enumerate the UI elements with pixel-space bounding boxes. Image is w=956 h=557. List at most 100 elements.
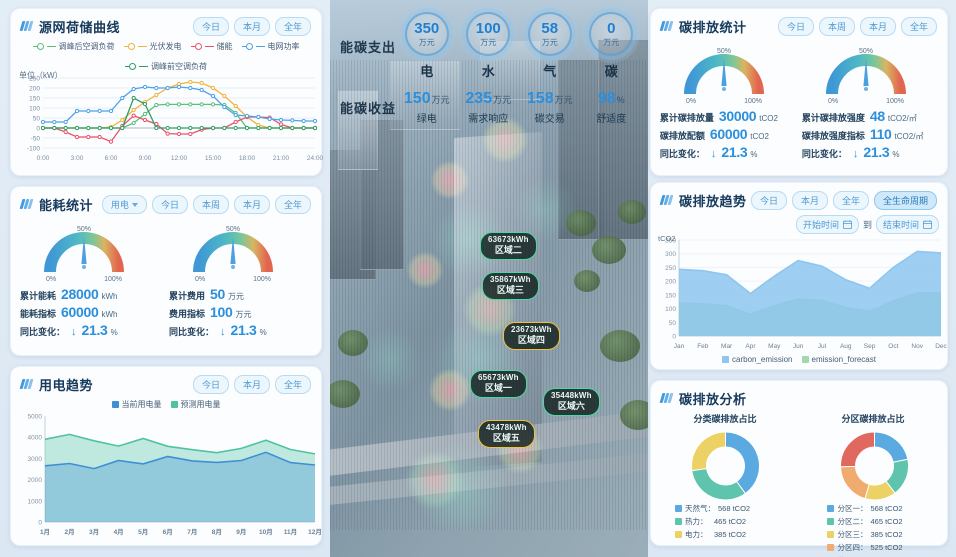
svg-text:21:00: 21:00 [273, 155, 290, 162]
donut-right-title: 分区碳排放占比 [841, 414, 905, 424]
pie-legend-item-天然气: 天然气： 568 tCO2 [675, 503, 750, 514]
stat-unit: % [259, 328, 267, 337]
stat-label: 费用指标 [168, 309, 205, 319]
kpi-unit: 万元 [603, 37, 620, 47]
legend-item-预测用电量[interactable]: 预测用电量 [170, 399, 221, 410]
stat-row-累计费用: 累计费用 50 万元 [169, 286, 312, 302]
legend-item-储能[interactable]: 储能 [190, 41, 233, 52]
gauge-arc: 50% 0% 100% [683, 48, 764, 105]
legend-value: 465 tCO2 [714, 517, 747, 526]
time-range-buttons[interactable]: 今日 本周 本月 全年 [151, 195, 311, 214]
time-range-button-今日[interactable]: 今日 [192, 17, 229, 36]
map-zone-label-区域二[interactable]: 63673kWh 区域二 [480, 232, 537, 260]
time-range-button-全年[interactable]: 全年 [274, 195, 311, 214]
panel-controls[interactable]: 用电 今日 本周 本月 全年 [101, 195, 311, 214]
zone-name: 区域一 [484, 383, 512, 394]
time-range-button-本周[interactable]: 本周 [192, 195, 229, 214]
legend-label: 调峰后空调负荷 [58, 42, 115, 51]
time-range-button-本月[interactable]: 本月 [791, 191, 828, 210]
svg-text:2月: 2月 [64, 528, 74, 536]
legend-item-光伏发电[interactable]: 光伏发电 [123, 41, 182, 52]
stat-label: 同比变化： [801, 149, 847, 159]
time-range-button-本周[interactable]: 本周 [818, 17, 855, 36]
kpi-cell-碳: 0 万元碳 [581, 12, 643, 80]
gauge-visual: 50% 0% 100% [802, 42, 938, 106]
legend-label: 储能 [216, 42, 233, 51]
stat-label: 同比变化： [659, 149, 705, 159]
time-range-button-本月[interactable]: 本月 [233, 195, 270, 214]
map-zone-label-区域四[interactable]: 23673kWh 区域四 [503, 322, 560, 350]
legend-item-调峰前空调负荷[interactable]: 调峰前空调负荷 [125, 61, 207, 72]
chart-legend: 调峰后空调负荷 光伏发电 储能 电网功率调峰前空调负荷 [11, 38, 321, 72]
time-range-button-今日[interactable]: 今日 [777, 17, 814, 36]
gauge-stats: 累计费用 50 万元 费用指标 100 万元 同比变化： ↓ 21.3% [169, 286, 312, 338]
time-range-button-本月[interactable]: 本月 [233, 17, 270, 36]
trend-arrow-icon: ↓ [710, 148, 717, 160]
time-range-button-全年[interactable]: 全年 [274, 375, 311, 394]
time-range-button-本月[interactable]: 本月 [233, 375, 270, 394]
panel-power-trend: 用电趋势 今日 本月 全年 当前用电量 预测用电量 0 1000 2000 3000 4000… [10, 366, 322, 546]
time-range-buttons[interactable]: 今日 本月 全年 全生命周期 [750, 191, 937, 210]
legend-item-电网功率[interactable]: 电网功率 [241, 41, 300, 52]
legend-item-当前用电量[interactable]: 当前用电量 [111, 399, 162, 410]
stat-label: 累计费用 [168, 291, 205, 301]
start-date-picker[interactable]: 开始时间 [795, 215, 859, 234]
panel-carbon-trend: 碳排放趋势 今日 本月 全年 全生命周期 开始时间 到 结束时间 tCO2 0 50 10… [650, 182, 948, 370]
panel-title: 能耗统计 [39, 198, 94, 213]
legend-value: 385 tCO2 [714, 530, 747, 539]
svg-text:9月: 9月 [236, 528, 246, 536]
stat-value: 21.3 [81, 322, 108, 338]
svg-text:50%: 50% [717, 48, 731, 55]
map-zone-label-区域一[interactable]: 65673kWh 区域一 [470, 370, 527, 398]
title-bars-icon [659, 390, 673, 408]
svg-text:100%: 100% [104, 276, 122, 283]
svg-text:5000: 5000 [28, 414, 43, 421]
map-zone-label-区域三[interactable]: 35867kWh 区域三 [482, 272, 539, 300]
time-range-button-今日[interactable]: 今日 [750, 191, 787, 210]
time-range-button-全年[interactable]: 全年 [900, 17, 937, 36]
stat-label: 同比变化： [168, 327, 214, 337]
legend-label: 电力： [685, 530, 708, 539]
kpi-unit: 万元 [418, 37, 435, 47]
svg-text:1月: 1月 [40, 528, 50, 536]
legend-line [204, 45, 214, 48]
time-range-buttons[interactable]: 今日 本月 全年 [192, 375, 311, 394]
time-range-button-今日[interactable]: 今日 [151, 195, 188, 214]
legend-label: 分区四： [837, 543, 868, 552]
stat-unit: kWh [101, 292, 118, 301]
energy-type-dropdown[interactable]: 用电 [101, 195, 147, 214]
kpi-unit: 万元 [541, 37, 558, 47]
energy-income-label: 能碳收益 [340, 101, 397, 116]
time-range-button-全年[interactable]: 全年 [274, 17, 311, 36]
stat-unit: 万元 [227, 292, 244, 301]
panel-title: 碳排放统计 [679, 20, 747, 35]
map-zone-label-区域五[interactable]: 43478kWh 区域五 [478, 420, 535, 448]
title-bars-icon [659, 192, 673, 210]
legend-swatch [675, 531, 682, 538]
time-range-button-今日[interactable]: 今日 [192, 375, 229, 394]
kpi-cell-绿电: 150万元 绿电 [396, 90, 458, 125]
time-range-button-本月[interactable]: 本月 [859, 17, 896, 36]
panel-header: 用电趋势 今日 本月 全年 [11, 367, 321, 396]
time-range-button-全年[interactable]: 全年 [832, 191, 869, 210]
legend-item-carbon_emission[interactable]: carbon_emission [722, 355, 793, 364]
legend-item-调峰后空调负荷[interactable]: 调峰后空调负荷 [32, 41, 115, 52]
legend-swatch [722, 356, 730, 363]
svg-text:200: 200 [665, 279, 676, 286]
stat-label: 碳排放配额 [659, 131, 705, 141]
stat-unit: tCO2/㎡ [894, 132, 924, 141]
svg-text:Aug: Aug [840, 343, 852, 350]
panel-carbon-analysis: 碳排放分析 分类碳排放占比 分区碳排放占比 天然气： 568 tCO2 热力： 465… [650, 380, 948, 557]
map-zone-label-区域六[interactable]: 35448kWh 区域六 [543, 388, 600, 416]
svg-text:Feb: Feb [697, 343, 709, 350]
zone-name: 区域二 [494, 245, 522, 256]
time-range-button-全生命周期[interactable]: 全生命周期 [873, 191, 937, 210]
time-range-buttons[interactable]: 今日 本月 全年 [192, 17, 311, 36]
kpi-name: 电 [420, 64, 434, 79]
time-range-buttons[interactable]: 今日 本周 本月 全年 [777, 17, 937, 36]
panel-title: 用电趋势 [39, 378, 94, 393]
legend-label: 光伏发电 [149, 42, 182, 51]
stat-label: 同比变化： [19, 327, 65, 337]
end-date-picker[interactable]: 结束时间 [875, 215, 939, 234]
legend-item-emission_forecast[interactable]: emission_forecast [801, 355, 876, 364]
